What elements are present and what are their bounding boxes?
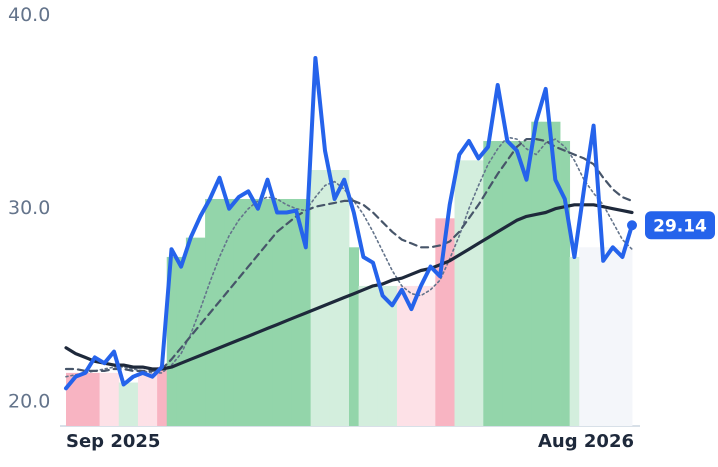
x-tick-label: Sep 2025 <box>66 431 160 452</box>
y-tick-label: 40.0 <box>8 4 50 26</box>
regime-bar <box>396 285 407 426</box>
series-line <box>64 56 634 391</box>
regime-bar <box>598 247 609 426</box>
regime-bar <box>579 247 590 426</box>
regime-bar <box>137 372 148 426</box>
regime-bar <box>176 256 187 426</box>
regime-bar <box>531 121 542 426</box>
regime-bar <box>627 247 633 426</box>
regime-bar <box>435 218 446 426</box>
regime-bar <box>310 170 321 426</box>
regime-bar <box>454 160 465 426</box>
regime-bar <box>569 256 580 426</box>
regime-bar <box>425 285 436 426</box>
regime-bar <box>243 198 254 426</box>
regime-bar <box>521 141 532 427</box>
regime-bar <box>157 367 168 426</box>
regime-bar <box>416 285 427 426</box>
regime-bar <box>464 160 475 426</box>
regime-bar <box>492 141 503 427</box>
regime-bar <box>329 170 340 426</box>
regime-bar <box>540 121 551 426</box>
regime-bar <box>473 160 484 426</box>
regime-bar <box>608 247 619 426</box>
regime-bar <box>99 372 110 426</box>
regime-bar <box>368 285 379 426</box>
regime-bar <box>66 372 72 426</box>
regime-bar <box>483 141 494 427</box>
regime-bar <box>128 382 139 426</box>
regime-bar <box>166 256 177 426</box>
x-tick-label: Aug 2026 <box>538 431 634 452</box>
last-value-label: 29.14 <box>653 216 707 236</box>
regime-bar <box>195 237 206 426</box>
regime-bar <box>233 198 244 426</box>
regime-bar <box>253 198 264 426</box>
regime-bar <box>377 285 388 426</box>
regime-bar <box>617 247 628 426</box>
regime-bar <box>560 141 571 427</box>
y-tick-label: 30.0 <box>8 197 50 219</box>
regime-bar <box>358 285 369 426</box>
regime-bar <box>281 198 292 426</box>
last-value-badge <box>645 211 715 240</box>
regime-bar <box>320 170 331 426</box>
last-point <box>627 220 637 231</box>
regime-bar <box>89 372 100 426</box>
regime-bar <box>502 141 513 427</box>
regime-bar <box>214 198 225 426</box>
regime-bar <box>118 382 129 426</box>
regime-bar <box>109 372 120 426</box>
regime-bar <box>349 247 359 426</box>
regime-bar <box>588 247 599 426</box>
regime-bar <box>80 372 91 426</box>
regime-bar <box>512 141 523 427</box>
y-tick-label: 20.0 <box>8 390 50 412</box>
regime-bar <box>406 285 417 426</box>
regime-bar <box>185 237 196 426</box>
regime-bar <box>550 121 561 426</box>
regime-bar <box>147 372 158 426</box>
regime-bar <box>224 198 235 426</box>
regime-bar <box>262 198 273 426</box>
regime-bar <box>272 198 283 426</box>
regime-bar <box>444 218 455 426</box>
regime-bar <box>387 285 398 426</box>
regime-bar <box>70 372 81 426</box>
regime-bar <box>291 198 302 426</box>
